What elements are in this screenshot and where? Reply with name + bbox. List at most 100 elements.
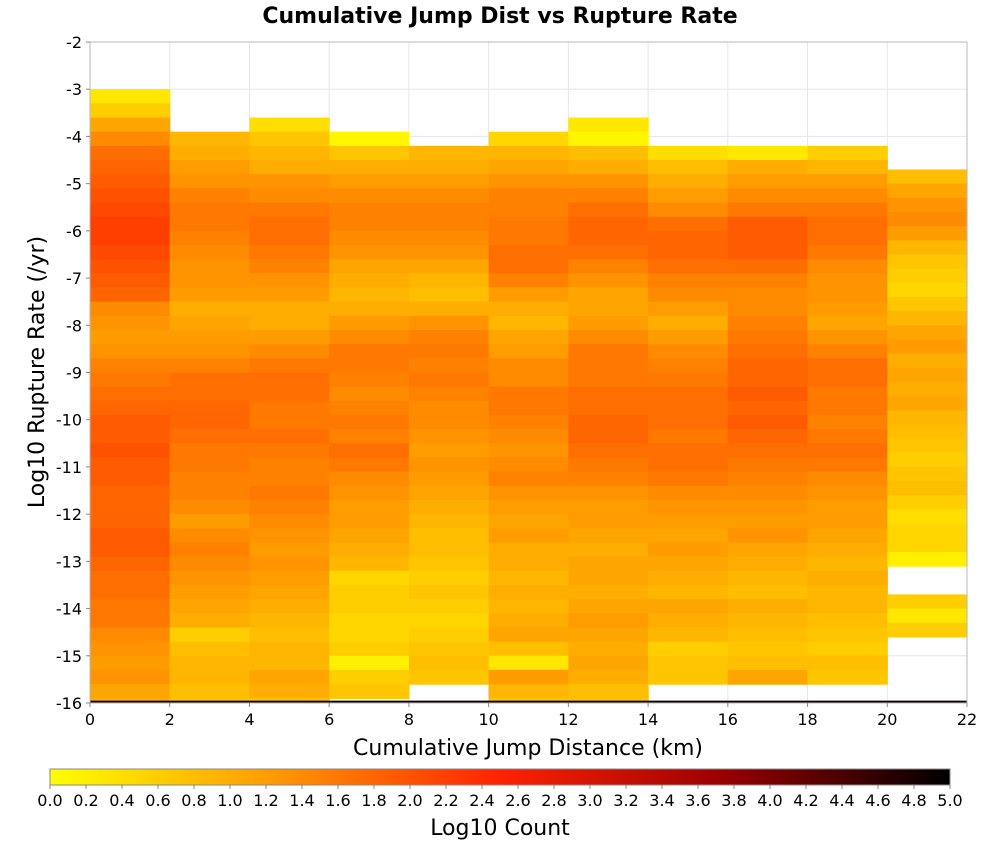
heatmap-cell [249,542,330,558]
x-axis-ticks: 0 2 4 6 8 10 12 14 16 18 20 22 [85,703,977,729]
colorbar-tick-label: 2.2 [433,791,458,810]
heatmap-cell [488,429,569,444]
heatmap-cell [329,330,410,345]
heatmap-cell [727,174,809,189]
heatmap-cell [90,485,171,501]
heatmap-cell [488,414,569,430]
heatmap-cell [169,613,251,629]
heatmap-cell [488,698,569,702]
heatmap-cell [807,627,888,643]
heatmap-cell [90,499,171,515]
chart-title: Cumulative Jump Dist vs Rupture Rate [262,4,737,29]
heatmap-cell [90,273,171,289]
heatmap-cell [408,330,490,345]
heatmap-cell [568,230,649,246]
heatmap-cell [329,372,410,388]
heatmap-cell [169,160,251,175]
heatmap-cell [488,245,569,260]
heatmap-cell [568,315,649,331]
heatmap-cell [887,509,968,525]
heatmap-cell [488,669,569,685]
heatmap-cell [727,471,809,487]
heatmap-cell [727,542,809,558]
x-tick-label: 22 [957,710,977,729]
heatmap-cell [90,514,171,529]
heatmap-cell [648,457,729,473]
heatmap-cell [887,537,968,553]
heatmap-cell [488,188,569,204]
heatmap-cell [807,358,888,374]
heatmap-cell [249,528,330,544]
heatmap-cell [488,570,569,586]
heatmap-cell [408,528,490,544]
heatmap-cell [807,245,888,260]
heatmap-cell [488,131,569,147]
heatmap-cell [648,599,729,614]
heatmap-cell [249,599,330,614]
heatmap-cell [727,273,809,289]
heatmap-cell [249,174,330,189]
heatmap-cell [488,514,569,529]
heatmap-cell [249,330,330,345]
heatmap-cell [329,570,410,586]
heatmap-cell [249,698,330,702]
heatmap-cell [329,584,410,600]
heatmap-cell [727,245,809,260]
heatmap-cell [727,429,809,444]
heatmap-cell [887,296,968,312]
heatmap-cell [727,556,809,572]
heatmap-cell [329,655,410,671]
heatmap-cell [727,655,809,671]
heatmap-cell [648,216,729,232]
heatmap-cell [727,669,809,685]
heatmap-cell [807,669,888,685]
heatmap-cell [169,131,251,147]
heatmap-cell [408,457,490,473]
heatmap-cell [807,613,888,629]
heatmap-cell [887,452,968,468]
heatmap-cell [568,386,649,402]
heatmap-cell [90,117,171,133]
heatmap-cell [488,301,569,317]
heatmap-cell [249,400,330,416]
heatmap-cell [169,684,251,699]
heatmap-cell [249,245,330,260]
heatmap-cell [568,160,649,175]
heatmap-cell [807,499,888,515]
heatmap-cell [329,400,410,416]
heatmap-cell [887,197,968,213]
heatmap-cell [488,259,569,274]
heatmap-cell [408,584,490,600]
heatmap-cell [727,216,809,232]
heatmap-cell [568,188,649,204]
heatmap-cell [249,655,330,671]
heatmap-cell [488,599,569,614]
heatmap-cell [90,400,171,416]
heatmap-cell [169,471,251,487]
heatmap-cell [249,443,330,459]
heatmap-cell [887,622,968,638]
heatmap-cell [727,202,809,218]
heatmap-cell [807,570,888,586]
heatmap-cell [249,315,330,331]
heatmap-cell [169,556,251,572]
heatmap-cell [568,542,649,558]
heatmap-cell [887,410,968,426]
heatmap-cell [727,358,809,374]
heatmap-cell [807,315,888,331]
heatmap-cell [90,528,171,544]
heatmap-cell [568,457,649,473]
heatmap-cell [90,698,171,702]
heatmap-cell [807,542,888,558]
heatmap-cell [249,344,330,359]
heatmap-cell [727,514,809,529]
heatmap-cell [568,429,649,444]
heatmap-cell [648,584,729,600]
heatmap-cell [807,556,888,572]
heatmap-cell [488,330,569,345]
colorbar-tick-label: 2.4 [469,791,494,810]
heatmap-cell [329,641,410,657]
heatmap-cell [488,655,569,671]
heatmap-cell [329,386,410,402]
colorbar-tick-label: 0.6 [145,791,170,810]
